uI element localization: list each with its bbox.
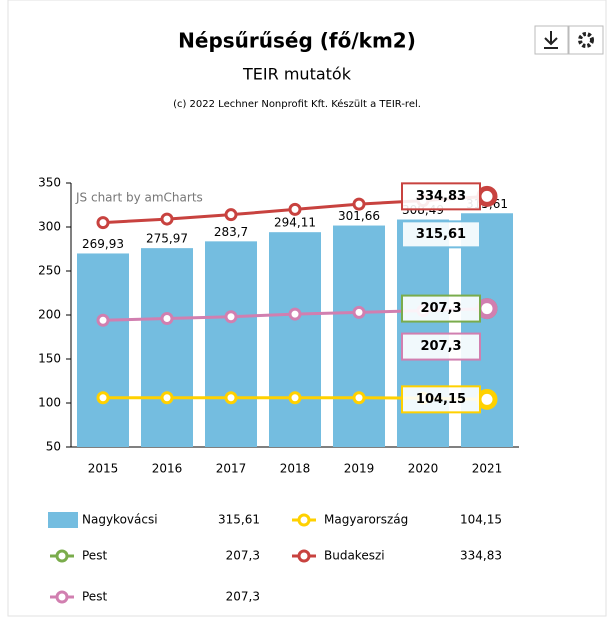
bar-value-label: 269,93 — [82, 237, 124, 251]
point — [352, 391, 366, 405]
tooltip-box — [401, 332, 481, 361]
settings-icon — [578, 32, 594, 48]
download-icon — [544, 31, 558, 49]
bar — [205, 241, 257, 447]
bar — [333, 225, 385, 447]
legend-swatch — [55, 549, 69, 563]
point — [288, 307, 302, 321]
tooltip-box — [401, 220, 481, 249]
x-tick-label: 2015 — [88, 462, 119, 476]
point — [224, 208, 238, 222]
watermark: JS chart by amCharts — [75, 191, 203, 205]
point — [96, 216, 110, 230]
point — [224, 391, 238, 405]
legend-swatch — [48, 512, 78, 528]
bar-value-label: 294,11 — [274, 216, 316, 230]
legend-label: Budakeszi — [324, 549, 385, 563]
point — [96, 391, 110, 405]
credit: (c) 2022 Lechner Nonprofit Kft. Készült … — [173, 98, 421, 110]
tooltip-label: 207,3 — [420, 339, 461, 354]
legend-swatch — [297, 549, 311, 563]
y-tick-label: 250 — [38, 264, 61, 278]
bar — [269, 232, 321, 447]
point — [352, 305, 366, 319]
legend-value: 315,61 — [218, 513, 260, 527]
y-tick-label: 350 — [38, 176, 61, 190]
tooltip: 334,83 — [401, 182, 481, 211]
y-tick-label: 100 — [38, 396, 61, 410]
legend-label: Magyarország — [324, 513, 408, 527]
legend-value: 207,3 — [226, 549, 260, 563]
legend-label: Nagykovácsi — [82, 513, 158, 527]
bar-value-label: 283,7 — [214, 225, 248, 239]
x-tick-label: 2020 — [408, 462, 439, 476]
x-tick-label: 2021 — [472, 462, 503, 476]
chart-subtitle: TEIR mutatók — [242, 65, 352, 84]
point — [160, 312, 174, 326]
tooltip-label: 334,83 — [416, 189, 466, 204]
point — [160, 212, 174, 226]
tooltip: 104,15 — [401, 385, 481, 414]
point — [352, 197, 366, 211]
point — [224, 310, 238, 324]
legend-swatch — [55, 590, 69, 604]
legend-label: Pest — [82, 549, 107, 563]
tooltip-box — [401, 294, 481, 323]
tooltip-box — [401, 385, 481, 414]
legend-value: 207,3 — [226, 590, 260, 604]
point — [476, 388, 498, 410]
bar — [141, 248, 193, 447]
tooltip: 207,3 — [401, 332, 481, 361]
legend-label: Pest — [82, 590, 107, 604]
x-tick-label: 2019 — [344, 462, 375, 476]
point — [160, 391, 174, 405]
point — [476, 185, 498, 207]
bar-value-label: 301,66 — [338, 209, 380, 223]
y-tick-label: 200 — [38, 308, 61, 322]
x-tick-label: 2018 — [280, 462, 311, 476]
x-tick-label: 2016 — [152, 462, 183, 476]
point — [288, 202, 302, 216]
y-tick-label: 50 — [46, 440, 61, 454]
toolbar — [534, 25, 604, 55]
x-tick-label: 2017 — [216, 462, 247, 476]
point — [288, 391, 302, 405]
point — [96, 313, 110, 327]
chart-title: Népsűrűség (fő/km2) — [178, 29, 416, 53]
tooltip: 315,61 — [401, 220, 481, 249]
tooltip-box — [401, 182, 481, 211]
y-tick-label: 300 — [38, 220, 61, 234]
bar — [77, 253, 129, 447]
bar-value-label: 275,97 — [146, 232, 188, 246]
tooltip-label: 207,3 — [420, 301, 461, 316]
tooltip-label: 104,15 — [416, 392, 466, 407]
tooltip-label: 315,61 — [416, 227, 466, 242]
tooltip: 207,3 — [401, 294, 481, 323]
legend-value: 334,83 — [460, 549, 502, 563]
y-tick-label: 150 — [38, 352, 61, 366]
point — [476, 298, 498, 320]
settings-button[interactable] — [568, 25, 604, 55]
legend-value: 104,15 — [460, 513, 502, 527]
legend-swatch — [297, 513, 311, 527]
